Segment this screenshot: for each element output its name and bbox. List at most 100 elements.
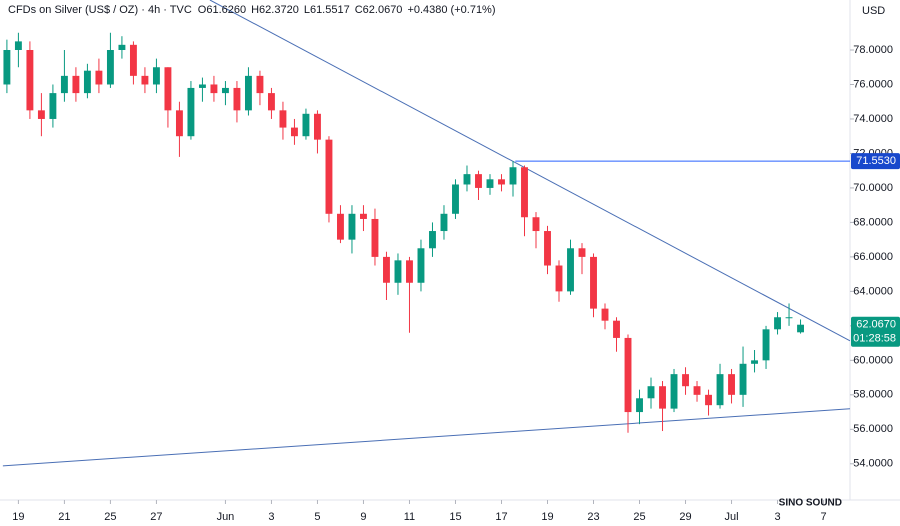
x-tick-label: 7 xyxy=(820,511,826,523)
candle-body xyxy=(348,213,356,240)
price-label: 71.5530 xyxy=(856,155,896,167)
candle-body xyxy=(198,84,206,88)
x-tick-label: Jun xyxy=(217,511,235,523)
x-tick-label: 25 xyxy=(104,511,116,523)
candle-body xyxy=(360,213,367,219)
candle-body xyxy=(613,320,620,338)
candle-body xyxy=(590,256,597,309)
candle-body xyxy=(705,394,712,406)
candle-body xyxy=(14,41,22,50)
candle-body xyxy=(83,70,91,94)
candle-body xyxy=(682,374,689,387)
ohlc-value: O61.6260 xyxy=(198,4,246,16)
watermark: SINO SOUND xyxy=(779,498,842,509)
candle-body xyxy=(785,317,793,319)
candle-body xyxy=(314,113,321,140)
candle-body xyxy=(394,260,402,283)
candle-body xyxy=(383,256,390,283)
price-label: 62.0670 xyxy=(856,319,896,331)
candle-body xyxy=(636,398,643,413)
y-tick-label: 54.0000 xyxy=(853,458,893,470)
candle-body xyxy=(728,374,735,395)
candle-body xyxy=(210,84,218,94)
y-tick-label: 56.0000 xyxy=(853,423,893,435)
candle-body xyxy=(774,317,781,330)
candle-body xyxy=(37,110,45,119)
currency: USD xyxy=(862,5,885,17)
candle-body xyxy=(716,374,724,406)
x-tick-label: 9 xyxy=(360,511,366,523)
candle-body xyxy=(452,184,459,214)
candle-body xyxy=(601,308,609,321)
candle-body xyxy=(187,87,195,137)
candle-body xyxy=(233,87,241,111)
candle-body xyxy=(475,174,482,188)
x-tick-label: 17 xyxy=(495,511,507,523)
candle-body xyxy=(60,75,68,94)
candle-body xyxy=(244,75,252,111)
chart-title: CFDs on Silver (US$ / OZ) · 4h · TVC xyxy=(8,4,192,16)
y-tick-label: 76.0000 xyxy=(853,78,893,90)
candle-body xyxy=(555,265,563,292)
candle-body xyxy=(26,50,34,111)
candle-body xyxy=(221,87,229,94)
candle-body xyxy=(279,110,287,128)
candle-body xyxy=(406,260,413,283)
x-tick-label: 19 xyxy=(541,511,553,523)
y-tick-label: 64.0000 xyxy=(853,285,893,297)
candle-body xyxy=(49,93,57,119)
x-tick-label: 5 xyxy=(314,511,320,523)
y-tick-label: 60.0000 xyxy=(853,354,893,366)
candle-body xyxy=(72,75,80,94)
x-tick-label: 3 xyxy=(268,511,274,523)
candle-body xyxy=(693,386,701,395)
ohlc-value: C62.0670 xyxy=(355,4,403,16)
candle-body xyxy=(371,218,379,257)
candle-body xyxy=(659,386,666,409)
x-tick-label: 23 xyxy=(587,511,599,523)
x-tick-label: 3 xyxy=(774,511,780,523)
candle-body xyxy=(544,231,551,266)
y-tick-label: 68.0000 xyxy=(853,216,893,228)
price-label-box xyxy=(851,316,900,347)
candle-body xyxy=(95,70,103,85)
y-tick-label: 78.0000 xyxy=(853,44,893,56)
x-tick-label: 29 xyxy=(679,511,691,523)
header: CFDs on Silver (US$ / OZ) · 4h · TVC O61… xyxy=(8,4,496,16)
candle-body xyxy=(670,374,678,409)
candle-body xyxy=(106,50,114,85)
trendline xyxy=(209,0,851,342)
candle-body xyxy=(567,248,574,292)
candle-body xyxy=(463,174,471,185)
x-tick-label: 19 xyxy=(12,511,24,523)
candle-body xyxy=(118,44,126,50)
candle-body xyxy=(302,113,310,137)
x-tick-label: 21 xyxy=(58,511,70,523)
candle-body xyxy=(337,213,344,240)
candle-body xyxy=(417,248,425,283)
candle-body xyxy=(498,179,505,185)
candle-body xyxy=(624,337,632,413)
candle-body xyxy=(152,67,160,85)
candle-body xyxy=(509,167,517,185)
x-tick-label: 25 xyxy=(633,511,645,523)
candle-body xyxy=(521,167,528,218)
candle-body xyxy=(291,127,298,137)
candle-body xyxy=(256,75,264,94)
ohlc-value: H62.3720 xyxy=(251,4,299,16)
candle-body xyxy=(647,386,655,399)
candle-body xyxy=(129,44,137,76)
x-tick-label: 27 xyxy=(150,511,162,523)
candle-body xyxy=(797,324,804,333)
candle-body xyxy=(578,248,586,257)
price-label-box xyxy=(851,153,900,170)
plot xyxy=(2,0,851,467)
x-tick-label: Jul xyxy=(724,511,738,523)
y-tick-label: 70.0000 xyxy=(853,182,893,194)
y-tick-label: 74.0000 xyxy=(853,113,893,125)
candle-body xyxy=(762,329,770,361)
candle-body xyxy=(429,231,436,249)
countdown: 01:28:58 xyxy=(853,333,896,345)
candle-body xyxy=(141,75,149,85)
